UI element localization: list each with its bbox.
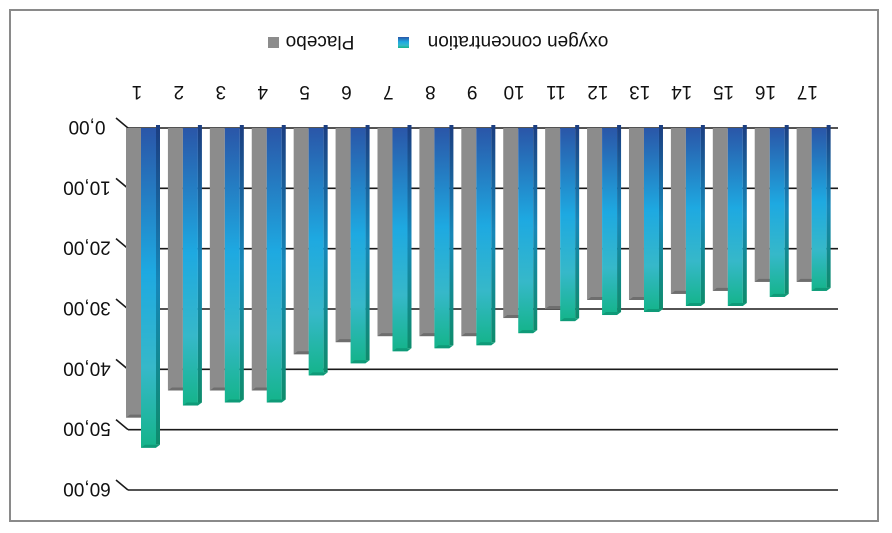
y-tick-label: 10,00: [63, 176, 111, 197]
bar-placebo: [670, 128, 690, 294]
bar-placebo: [796, 128, 816, 282]
bar-oxygen-concentration: [434, 125, 454, 349]
category-label: 10: [504, 81, 525, 102]
bar-placebo: [545, 128, 565, 309]
bar-placebo: [251, 128, 271, 391]
bar-oxygen-concentration: [560, 125, 580, 322]
bar-oxygen-concentration: [518, 125, 538, 334]
gridline-depth: [115, 419, 129, 431]
bar-placebo: [628, 128, 648, 300]
bar-oxygen-concentration: [811, 125, 831, 291]
category-label: 13: [629, 81, 650, 102]
y-tick-label: 30,00: [63, 297, 111, 318]
bar-oxygen-concentration: [602, 125, 622, 316]
bar-oxygen-concentration: [182, 125, 202, 406]
bar-oxygen-concentration: [224, 125, 244, 403]
category-label: 8: [425, 81, 436, 102]
category-label: 3: [216, 81, 227, 102]
bar-placebo: [377, 128, 397, 337]
bar-oxygen-concentration: [266, 125, 286, 403]
bar-placebo: [126, 128, 145, 418]
bar-oxygen-concentration: [769, 125, 789, 297]
legend-label: oxygen concentration: [428, 31, 609, 52]
category-label: 6: [341, 81, 352, 102]
legend-label: Placebo: [286, 31, 355, 52]
y-tick-label: 60,00: [63, 478, 111, 499]
category-label: 9: [467, 81, 478, 102]
category-labels: 1 2 3 4 5 6 7 8 9 10 11 12 13 14 15 16 17: [132, 81, 818, 102]
category-label: 7: [383, 81, 394, 102]
bar-oxygen-concentration: [350, 125, 370, 364]
category-label: 11: [546, 81, 566, 102]
gridline-depth: [115, 479, 129, 491]
bar-oxygen-concentration: [643, 125, 663, 313]
bar-placebo: [419, 128, 439, 337]
y-tick-labels: 0,00 10,00 20,00 30,00 40,00 50,00 60,00: [63, 116, 111, 499]
bar-oxygen-concentration: [685, 125, 705, 306]
category-label: 1: [132, 81, 143, 102]
bar-placebo: [167, 128, 187, 391]
category-label: 14: [671, 81, 693, 102]
category-label: 16: [755, 81, 776, 102]
bar-oxygen-concentration: [308, 125, 328, 376]
bar-oxygen-concentration: [727, 125, 747, 306]
legend-swatch: [398, 37, 409, 48]
y-tick-label: 0,00: [69, 116, 106, 137]
category-label: 5: [299, 81, 310, 102]
category-label: 2: [174, 81, 185, 102]
category-label: 15: [713, 81, 734, 102]
gridline-depth: [115, 117, 129, 129]
bar-placebo: [209, 128, 229, 391]
y-tick-label: 40,00: [63, 357, 111, 378]
bar-oxygen-concentration: [141, 125, 160, 448]
bar-placebo: [461, 128, 481, 337]
category-label: 12: [587, 81, 608, 102]
bar-oxygen-concentration: [476, 125, 496, 346]
y-tick-label: 20,00: [63, 237, 111, 258]
bar-placebo: [503, 128, 523, 319]
bar-placebo: [587, 128, 607, 300]
y-tick-label: 50,00: [63, 418, 111, 439]
bars: [126, 125, 831, 448]
bar-placebo: [754, 128, 774, 282]
bar-placebo: [335, 128, 355, 343]
legend: Placebo oxygen concentration: [268, 31, 608, 52]
legend-swatch: [268, 37, 279, 48]
bar-oxygen-concentration: [392, 125, 412, 352]
bar-placebo: [293, 128, 313, 355]
bar-placebo: [712, 128, 732, 291]
category-label: 17: [797, 81, 818, 102]
category-label: 4: [257, 81, 268, 102]
